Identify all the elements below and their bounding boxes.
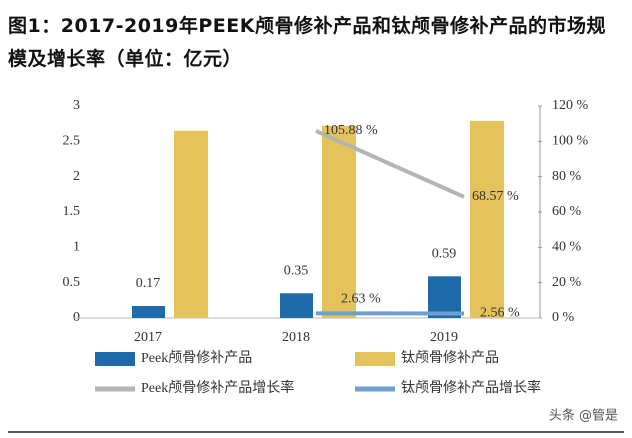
value-label: 68.57 %	[472, 189, 519, 204]
y2-tick-label: 40 %	[552, 240, 582, 255]
bar	[174, 130, 208, 318]
legend-label: 钛颅骨修补产品增长率	[401, 379, 541, 396]
legend-swatch	[355, 352, 395, 366]
legend-label: Peek颅骨修补产品增长率	[141, 379, 294, 396]
legend-label: Peek颅骨修补产品	[141, 350, 252, 366]
y-tick-label: 0.5	[63, 275, 81, 290]
line	[315, 129, 465, 199]
bar	[470, 120, 504, 318]
value-label: 0.59	[432, 247, 457, 262]
value-label: 0.17	[136, 276, 161, 291]
chart-title: 图1：2017-2019年PEEK颅骨修补产品和钛颅骨修补产品的市场规模及增长率…	[8, 15, 606, 70]
bar	[280, 293, 313, 318]
y2-tick-label: 60 %	[552, 204, 582, 219]
x-tick-label: 2019	[430, 330, 458, 345]
y-tick-label: 3	[73, 98, 80, 113]
legend-label: 钛颅骨修补产品	[401, 350, 499, 366]
legend-swatch	[95, 352, 135, 366]
y-tick-label: 2.5	[63, 134, 81, 149]
y-tick-label: 2	[73, 169, 80, 184]
y2-tick-label: 0 %	[552, 310, 575, 325]
value-label: 2.63 %	[341, 292, 381, 307]
bar	[322, 125, 356, 318]
x-tick-label: 2017	[134, 330, 162, 345]
y2-tick-label: 100 %	[552, 134, 589, 149]
bar	[428, 276, 461, 318]
bar	[132, 305, 165, 318]
value-label: 2.56 %	[480, 306, 520, 321]
y2-tick-label: 120 %	[552, 98, 589, 113]
value-label: 0.35	[284, 263, 309, 278]
y2-tick-label: 80 %	[552, 169, 582, 184]
watermark: 头条 @管是	[549, 408, 618, 424]
value-label: 105.88 %	[324, 123, 378, 138]
y-tick-label: 1	[73, 240, 80, 255]
y-tick-label: 1.5	[63, 204, 81, 219]
x-tick-label: 2018	[282, 330, 310, 345]
y2-tick-label: 20 %	[552, 275, 582, 290]
